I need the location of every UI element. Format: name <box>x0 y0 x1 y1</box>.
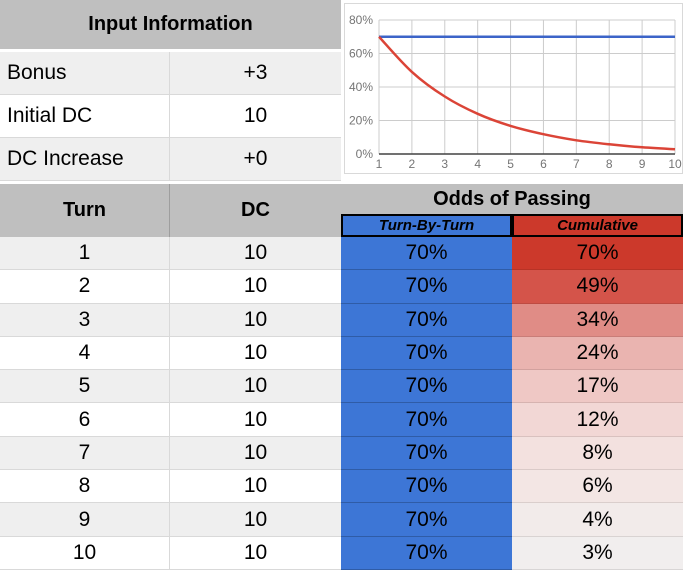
dc-cell[interactable]: 10 <box>170 336 341 371</box>
y-axis-tick-label: 80% <box>349 13 373 27</box>
turn-by-turn-cell[interactable]: 70% <box>341 336 512 371</box>
dc-cell[interactable]: 10 <box>170 370 341 404</box>
x-axis-tick-label: 6 <box>540 157 547 171</box>
cumulative-subheader[interactable]: Cumulative <box>512 214 683 237</box>
turn-by-turn-subheader[interactable]: Turn-By-Turn <box>341 214 512 237</box>
x-axis-tick-label: 2 <box>409 157 416 171</box>
y-axis-tick-label: 60% <box>349 47 373 61</box>
turn-by-turn-cell[interactable]: 70% <box>341 303 512 337</box>
dc-cell[interactable]: 10 <box>170 536 341 570</box>
turn-cell[interactable]: 3 <box>0 303 170 337</box>
odds-of-passing-header[interactable]: Odds of Passing <box>341 184 683 214</box>
dc-cell[interactable]: 10 <box>170 303 341 337</box>
input-value-cell[interactable]: +3 <box>170 52 341 95</box>
x-axis-tick-label: 10 <box>668 157 682 171</box>
turn-cell[interactable]: 2 <box>0 270 170 304</box>
dc-cell[interactable]: 10 <box>170 237 341 271</box>
odds-chart-svg: 0% 20% 40% 60% 80% 1 2 3 4 5 6 7 8 9 10 <box>349 13 682 171</box>
y-axis-tick-label: 20% <box>349 114 373 128</box>
dc-cell[interactable]: 10 <box>170 503 341 537</box>
dc-cell[interactable]: 10 <box>170 270 341 304</box>
x-axis-tick-label: 8 <box>606 157 613 171</box>
turn-by-turn-cell[interactable]: 70% <box>341 403 512 437</box>
cumulative-cell[interactable]: 4% <box>512 503 683 537</box>
turn-by-turn-cell[interactable]: 70% <box>341 436 512 471</box>
cumulative-cell[interactable]: 34% <box>512 303 683 337</box>
x-axis-tick-label: 4 <box>474 157 481 171</box>
turn-by-turn-cell[interactable]: 70% <box>341 536 512 570</box>
turn-by-turn-cell[interactable]: 70% <box>341 470 512 504</box>
turn-cell[interactable]: 10 <box>0 536 170 570</box>
dc-column-header[interactable]: DC <box>170 184 341 237</box>
y-axis-tick-label: 0% <box>356 147 374 161</box>
input-value-cell[interactable]: +0 <box>170 138 341 181</box>
x-axis-tick-label: 1 <box>376 157 383 171</box>
turn-by-turn-cell[interactable]: 70% <box>341 503 512 537</box>
turn-by-turn-cell[interactable]: 70% <box>341 370 512 404</box>
odds-table-body: 1 10 70% 70% 2 10 70% 49% 3 10 70% 34% 4 10 70% 24% 5 10 7… <box>0 237 683 570</box>
dc-cell[interactable]: 10 <box>170 470 341 504</box>
input-label-cell[interactable]: Initial DC <box>0 95 170 138</box>
y-axis-tick-label: 40% <box>349 80 373 94</box>
dc-cell[interactable]: 10 <box>170 403 341 437</box>
input-info-header[interactable]: Input Information <box>0 0 341 49</box>
turn-cell[interactable]: 7 <box>0 436 170 471</box>
input-label-cell[interactable]: Bonus <box>0 52 170 95</box>
odds-chart[interactable]: 0% 20% 40% 60% 80% 1 2 3 4 5 6 7 8 9 10 <box>344 3 683 174</box>
turn-cell[interactable]: 4 <box>0 336 170 371</box>
turn-cell[interactable]: 9 <box>0 503 170 537</box>
input-value-cell[interactable]: 10 <box>170 95 341 138</box>
cumulative-cell[interactable]: 3% <box>512 536 683 570</box>
turn-cell[interactable]: 8 <box>0 470 170 504</box>
cumulative-cell[interactable]: 8% <box>512 436 683 471</box>
cumulative-cell[interactable]: 70% <box>512 237 683 271</box>
cumulative-cell[interactable]: 12% <box>512 403 683 437</box>
x-axis-tick-label: 9 <box>639 157 646 171</box>
input-label-cell[interactable]: DC Increase <box>0 138 170 181</box>
turn-cell[interactable]: 1 <box>0 237 170 271</box>
turn-cell[interactable]: 5 <box>0 370 170 404</box>
cumulative-cell[interactable]: 24% <box>512 336 683 371</box>
turn-by-turn-cell[interactable]: 70% <box>341 237 512 271</box>
turn-by-turn-cell[interactable]: 70% <box>341 270 512 304</box>
x-axis-tick-label: 3 <box>441 157 448 171</box>
turn-column-header[interactable]: Turn <box>0 184 170 237</box>
x-axis-tick-label: 7 <box>573 157 580 171</box>
cumulative-cell[interactable]: 49% <box>512 270 683 304</box>
cumulative-cell[interactable]: 17% <box>512 370 683 404</box>
dc-cell[interactable]: 10 <box>170 436 341 471</box>
x-axis-tick-label: 5 <box>507 157 514 171</box>
cumulative-series-line <box>378 35 676 151</box>
cumulative-cell[interactable]: 6% <box>512 470 683 504</box>
turn-cell[interactable]: 6 <box>0 403 170 437</box>
